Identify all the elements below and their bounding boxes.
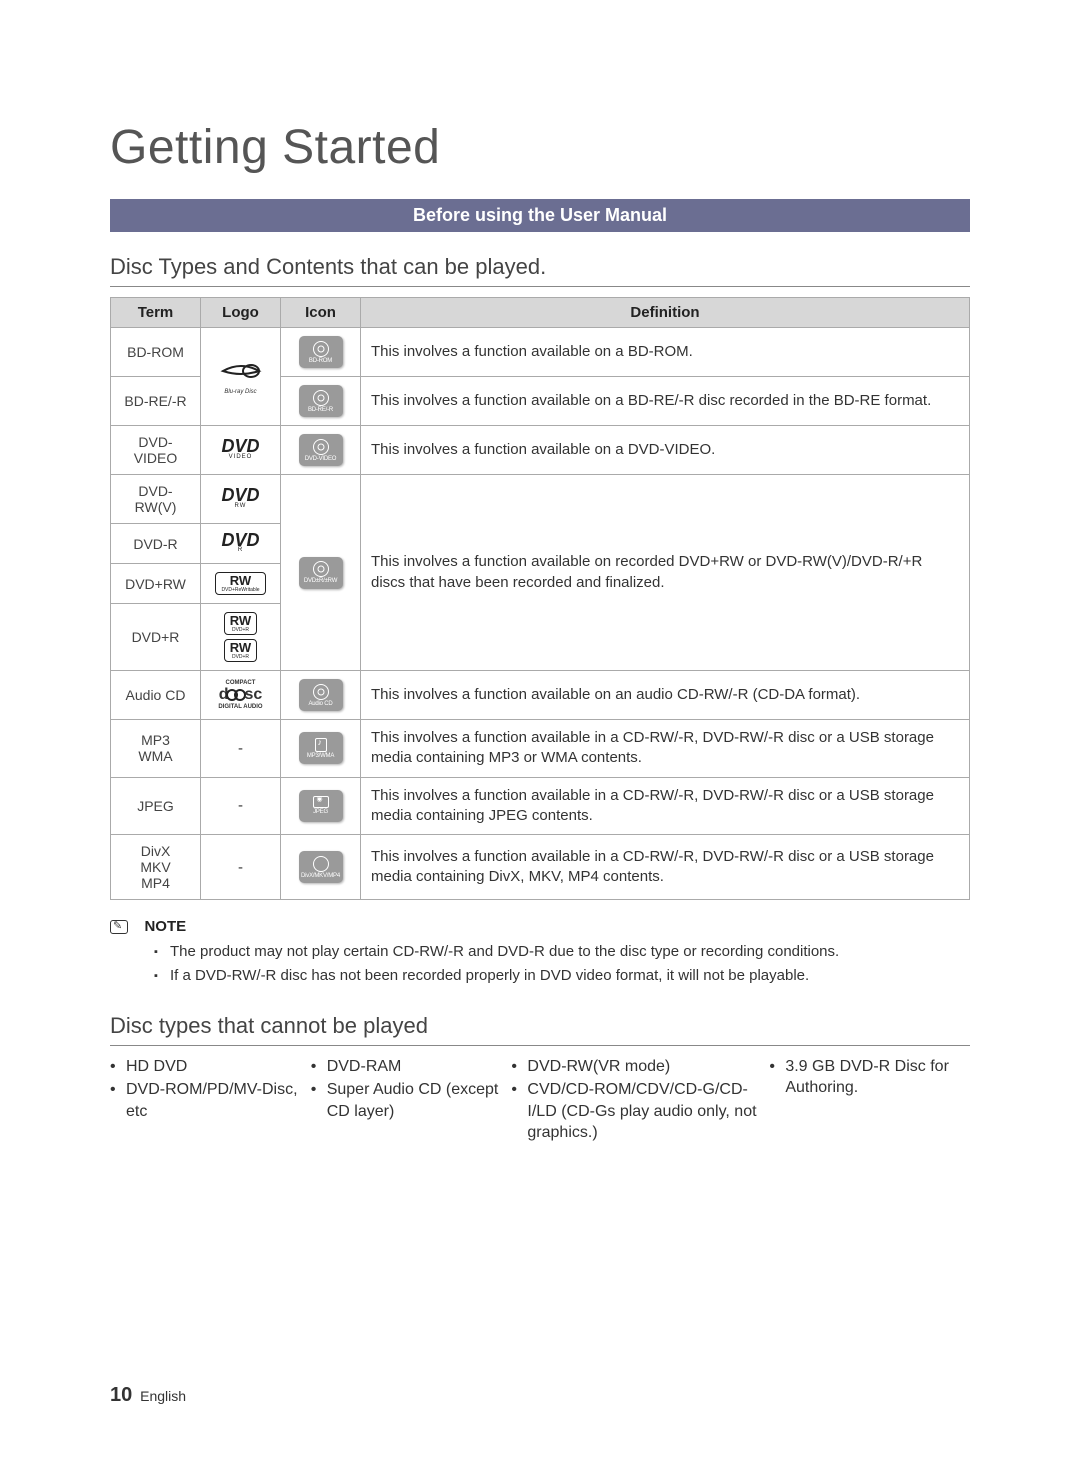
cell-icon: JPEG: [281, 777, 361, 835]
disc-types-table: Term Logo Icon Definition BD-ROM Blu-ray…: [110, 297, 970, 900]
table-row: JPEG - JPEG This involves a function ava…: [111, 777, 970, 835]
cell-term: MP3 WMA: [111, 720, 201, 778]
cannot-item: •DVD-ROM/PD/MV-Disc, etc: [110, 1079, 301, 1122]
table-row: DVD-RW(V) DVDRW DVD±R/±RW This involves …: [111, 475, 970, 524]
cell-logo-dvdr: DVDR: [201, 524, 281, 564]
cell-icon: MP3/WMA: [281, 720, 361, 778]
section-banner: Before using the User Manual: [110, 199, 970, 232]
cell-term: BD-ROM: [111, 328, 201, 377]
note-item: The product may not play certain CD-RW/-…: [154, 942, 970, 962]
divx-badge-icon: DivX/MKV/MP4: [299, 851, 343, 883]
th-icon: Icon: [281, 298, 361, 328]
bluray-logo-icon: [217, 359, 265, 385]
cannot-item: •HD DVD: [110, 1056, 301, 1078]
th-term: Term: [111, 298, 201, 328]
cell-logo-none: -: [201, 777, 281, 835]
cell-term: DVD+R: [111, 604, 201, 671]
cell-logo-bluray: Blu-ray Disc: [201, 328, 281, 426]
section2-title: Disc types that cannot be played: [110, 1013, 970, 1046]
rw-logo-icon: RWDVD+ReWritable: [215, 572, 265, 595]
note-icon: [110, 920, 128, 934]
page-lang: English: [140, 1388, 186, 1404]
cell-logo-none: -: [201, 835, 281, 900]
note-item: If a DVD-RW/-R disc has not been recorde…: [154, 966, 970, 986]
cell-logo-none: -: [201, 720, 281, 778]
cell-def: This involves a function available on a …: [361, 328, 970, 377]
cell-def: This involves a function available on a …: [361, 426, 970, 475]
bdre-badge-icon: BD-RE/-R: [299, 385, 343, 417]
dvd-r-logo-icon: DVDR: [221, 532, 259, 554]
table-row: MP3 WMA - MP3/WMA This involves a functi…: [111, 720, 970, 778]
cell-icon: DivX/MKV/MP4: [281, 835, 361, 900]
page-title: Getting Started: [110, 120, 970, 175]
table-row: DVD-VIDEO DVDVIDEO DVD-VIDEO This involv…: [111, 426, 970, 475]
cannot-item: •DVD-RAM: [311, 1056, 502, 1078]
cell-term: DVD+RW: [111, 564, 201, 604]
cell-def: This involves a function available on re…: [361, 475, 970, 671]
mp3-badge-icon: MP3/WMA: [299, 732, 343, 764]
page-footer: 10 English: [110, 1384, 186, 1407]
cell-def: This involves a function available on a …: [361, 377, 970, 426]
note-label: NOTE: [144, 918, 186, 935]
cell-icon: BD-RE/-R: [281, 377, 361, 426]
dvdvideo-badge-icon: DVD-VIDEO: [299, 434, 343, 466]
cell-def: This involves a function available in a …: [361, 720, 970, 778]
cell-icon: Audio CD: [281, 671, 361, 720]
cannot-play-list: •HD DVD •DVD-ROM/PD/MV-Disc, etc •DVD-RA…: [110, 1056, 970, 1146]
section1-title: Disc Types and Contents that can be play…: [110, 254, 970, 287]
cell-logo-cd: COMPACT dsc DIGITAL AUDIO: [201, 671, 281, 720]
cell-icon: DVD-VIDEO: [281, 426, 361, 475]
cell-logo-dvdprw: RWDVD+ReWritable: [201, 564, 281, 604]
cell-term: DVD-VIDEO: [111, 426, 201, 475]
dvd-logo-icon: DVDVIDEO: [221, 438, 259, 460]
th-logo: Logo: [201, 298, 281, 328]
cell-term: Audio CD: [111, 671, 201, 720]
cell-icon: DVD±R/±RW: [281, 475, 361, 671]
cell-def: This involves a function available in a …: [361, 777, 970, 835]
table-row: BD-ROM Blu-ray Disc BD-ROM This involves…: [111, 328, 970, 377]
cell-term: DVD-RW(V): [111, 475, 201, 524]
page-number: 10: [110, 1384, 132, 1406]
audiocd-badge-icon: Audio CD: [299, 679, 343, 711]
th-definition: Definition: [361, 298, 970, 328]
cell-term: BD-RE/-R: [111, 377, 201, 426]
cannot-item: •CVD/CD-ROM/CDV/CD-G/CD-I/LD (CD-Gs play…: [511, 1079, 759, 1144]
rw-r-logo-icon: RWDVD+R: [224, 612, 257, 635]
bluray-sub: Blu-ray Disc: [211, 389, 270, 395]
cd-logo-icon: dsc: [219, 686, 263, 704]
cell-icon: BD-ROM: [281, 328, 361, 377]
cell-term: JPEG: [111, 777, 201, 835]
cell-logo-dvd: DVDVIDEO: [201, 426, 281, 475]
table-row: DivX MKV MP4 - DivX/MKV/MP4 This involve…: [111, 835, 970, 900]
cell-term: DivX MKV MP4: [111, 835, 201, 900]
cell-logo-dvdpr: RWDVD+R RWDVD+R: [201, 604, 281, 671]
cd-digital-label: DIGITAL AUDIO: [211, 704, 270, 710]
cannot-item: •3.9 GB DVD-R Disc for Authoring.: [769, 1056, 960, 1099]
jpeg-badge-icon: JPEG: [299, 790, 343, 822]
cell-logo-dvdrw: DVDRW: [201, 475, 281, 524]
dvd-rw-logo-icon: DVDRW: [221, 487, 259, 509]
cannot-item: •DVD-RW(VR mode): [511, 1056, 759, 1078]
cell-def: This involves a function available on an…: [361, 671, 970, 720]
dvdrw-badge-icon: DVD±R/±RW: [299, 557, 343, 589]
cannot-item: •Super Audio CD (except CD layer): [311, 1079, 502, 1122]
note-block: NOTE The product may not play certain CD…: [110, 918, 970, 987]
cell-def: This involves a function available in a …: [361, 835, 970, 900]
cell-term: DVD-R: [111, 524, 201, 564]
note-list: The product may not play certain CD-RW/-…: [154, 942, 970, 987]
bdrom-badge-icon: BD-ROM: [299, 336, 343, 368]
rw-r-logo-icon2: RWDVD+R: [224, 639, 257, 662]
table-row: Audio CD COMPACT dsc DIGITAL AUDIO Audio…: [111, 671, 970, 720]
